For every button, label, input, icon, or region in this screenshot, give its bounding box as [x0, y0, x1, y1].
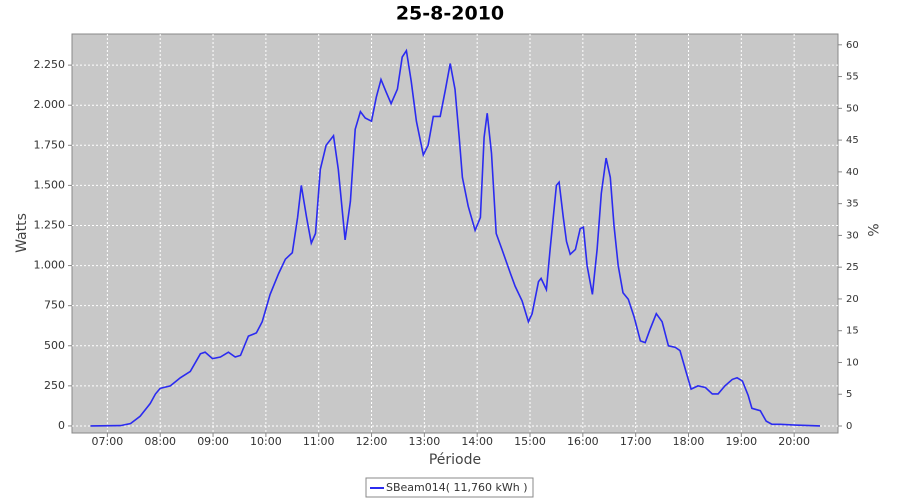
- y-axis-label: Watts: [14, 213, 30, 253]
- x-tick-label: 09:00: [197, 435, 229, 448]
- x-tick-label: 18:00: [673, 435, 705, 448]
- x-tick-label: 12:00: [356, 435, 388, 448]
- x-tick-label: 16:00: [567, 435, 599, 448]
- y-tick-label: 500: [44, 339, 65, 352]
- y-tick-label: 1.000: [34, 259, 66, 272]
- x-tick-label: 07:00: [92, 435, 124, 448]
- y-tick-label: 2.000: [34, 98, 66, 111]
- data-line: [90, 48, 821, 427]
- y2-tick-label: 10: [846, 357, 859, 368]
- x-tick-label: 19:00: [725, 435, 757, 448]
- y2-tick-label: 0: [846, 421, 852, 432]
- y-tick-label: 1.500: [34, 178, 66, 191]
- y2-tick-label: 25: [846, 262, 859, 273]
- y2-tick-label: 55: [846, 72, 859, 83]
- x-tick-label: 13:00: [409, 435, 441, 448]
- y2-tick-label: 15: [846, 326, 859, 337]
- plot-area: [71, 33, 839, 434]
- x-tick-label: 15:00: [514, 435, 546, 448]
- x-axis-label: Période: [429, 452, 481, 468]
- x-tick-label: 14:00: [461, 435, 493, 448]
- y-tick-label: 1.250: [34, 218, 66, 231]
- y2-axis-label: %: [864, 223, 880, 236]
- chart-title: 25-8-2010: [396, 3, 504, 25]
- y-tick-label: 2.250: [34, 58, 66, 71]
- y-tick-label: 0: [58, 419, 65, 432]
- x-tick-label: 10:00: [250, 435, 282, 448]
- y-tick-label: 250: [44, 379, 65, 392]
- y2-tick-label: 60: [846, 40, 859, 51]
- x-tick-label: 08:00: [144, 435, 176, 448]
- y2-tick-label: 50: [846, 103, 859, 114]
- x-tick-label: 17:00: [620, 435, 652, 448]
- y-tick-label: 1.750: [34, 138, 66, 151]
- y-tick-label: 750: [44, 299, 65, 312]
- y2-tick-label: 20: [846, 294, 859, 305]
- y2-tick-label: 40: [846, 167, 859, 178]
- x-tick-label: 20:00: [778, 435, 810, 448]
- y2-tick-label: 35: [846, 199, 859, 210]
- y2-tick-label: 5: [846, 389, 852, 400]
- legend-label: SBeam014( 11,760 kWh ): [386, 481, 528, 494]
- y2-tick-label: 45: [846, 135, 859, 146]
- y2-tick-label: 30: [846, 230, 859, 241]
- legend: [365, 477, 534, 498]
- x-tick-label: 11:00: [303, 435, 335, 448]
